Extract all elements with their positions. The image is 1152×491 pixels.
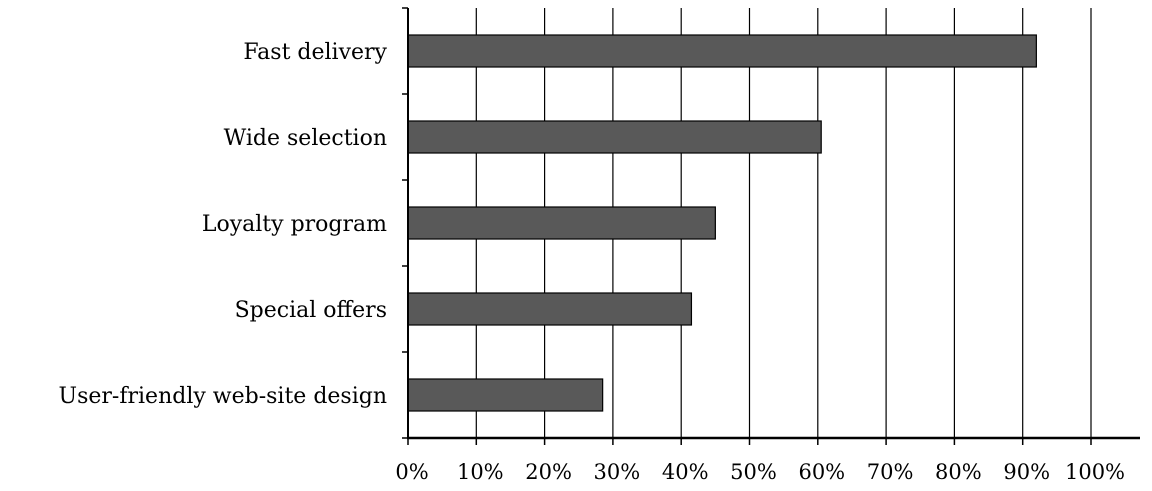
- x-tick-label-10: 100%: [1065, 460, 1125, 484]
- x-tick-label-1: 10%: [457, 460, 504, 484]
- category-label-1: Fast delivery: [243, 40, 387, 65]
- x-tick-label-7: 70%: [867, 460, 914, 484]
- bars: [407, 34, 1037, 412]
- x-tick-label-6: 60%: [798, 460, 845, 484]
- category-label-3: Loyalty program: [202, 212, 387, 237]
- x-tick-label-2: 20%: [525, 460, 572, 484]
- x-tick-label-3: 30%: [594, 460, 641, 484]
- x-tick-label-4: 40%: [662, 460, 709, 484]
- x-tick-label-0: 0%: [395, 460, 428, 484]
- bar-2: [407, 120, 822, 154]
- bar-1: [407, 34, 1037, 68]
- bar-5: [407, 378, 604, 412]
- x-tick-label-5: 50%: [730, 460, 777, 484]
- bar-3: [407, 206, 716, 240]
- category-label-2: Wide selection: [224, 126, 387, 151]
- grid-lines: [475, 8, 1092, 438]
- axes: [402, 7, 1140, 445]
- labels: 0% 10% 20% 30% 40% 50% 60% 70% 80% 90% 100% Fast de…: [59, 40, 1125, 484]
- category-label-4: Special offers: [235, 298, 387, 323]
- bar-4: [407, 292, 693, 326]
- x-tick-label-8: 80%: [935, 460, 982, 484]
- category-label-5: User-friendly web-site design: [59, 384, 387, 409]
- x-tick-label-9: 90%: [1003, 460, 1050, 484]
